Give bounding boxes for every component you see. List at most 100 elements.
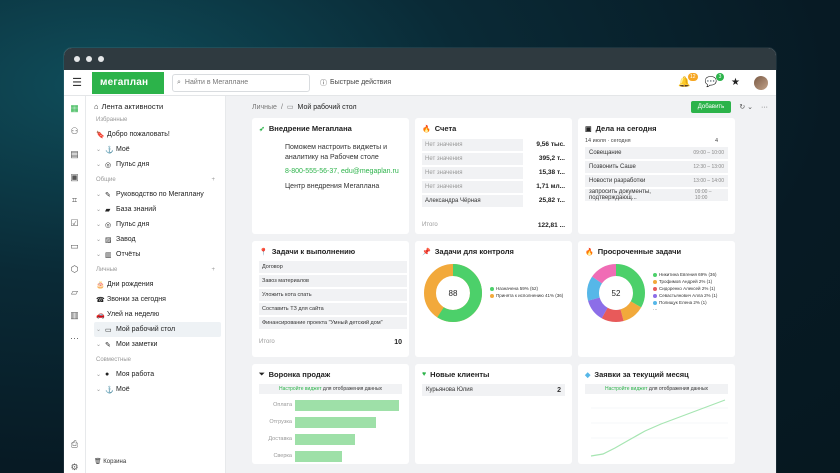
table-row[interactable]: Нет значения 15,38 т... — [422, 166, 565, 180]
chevron-down-icon[interactable]: ⌄ — [96, 192, 102, 198]
list-item[interactable]: Завоз материалов — [259, 275, 407, 287]
table-row[interactable]: Нет значения 9,56 тыс. — [422, 138, 565, 152]
pulse-icon: ◎ — [105, 161, 112, 169]
add-icon[interactable]: + — [211, 177, 215, 183]
breadcrumb-parent[interactable]: Личные — [252, 103, 277, 111]
menu-icon[interactable]: ☰ — [72, 77, 82, 89]
list-item[interactable]: Новости разработки 13:00 – 14:00 — [585, 175, 728, 187]
sidebar-item-mine[interactable]: ⌄ ⚓ Моё — [94, 142, 221, 157]
legend-label: Севастьянович Алла 2% (1) — [659, 293, 718, 298]
bell-icon[interactable]: 🔔 12 — [678, 73, 698, 88]
more-icon[interactable]: ··· — [761, 103, 768, 111]
sidebar-item-week[interactable]: 🚗 Улей на неделю — [94, 307, 221, 322]
tasks-icon[interactable]: ☑ — [70, 218, 79, 228]
list-item[interactable]: запросить документы, подтверждающ... 09:0… — [585, 189, 728, 201]
chevron-down-icon[interactable]: ⌄ — [96, 147, 102, 153]
activity-feed-link[interactable]: ⌂ Лента активности — [94, 102, 221, 111]
trash-link[interactable]: 🗑 Корзина — [94, 458, 126, 465]
sidebar-item-guide[interactable]: ⌄ ✎ Руководство по Мегаплану — [94, 187, 221, 202]
legend-swatch — [490, 293, 494, 298]
list-item[interactable]: Позвонить Саше 12:30 – 13:00 — [585, 161, 728, 173]
dashboard-icon[interactable]: ▦ — [70, 103, 79, 113]
window-dot[interactable] — [98, 56, 104, 62]
chevron-down-icon[interactable]: ⌄ — [96, 387, 102, 393]
donut-segment[interactable] — [587, 264, 645, 322]
sidebar-item-welcome[interactable]: 🔖 Добро пожаловать! — [94, 127, 221, 142]
sidebar-item-reports[interactable]: ⌄ ▥ Отчёты — [94, 247, 221, 262]
section-common: Общие + — [96, 177, 221, 183]
implementation-text: Поможем настроить виджеты и аналитику на… — [285, 144, 387, 161]
report-icon[interactable]: ▥ — [70, 310, 79, 320]
list-item[interactable]: Финансирование проекта "Умный детский до… — [259, 317, 407, 329]
list-item[interactable]: Совещание 09:00 – 10:00 — [585, 147, 728, 159]
box-icon[interactable]: ⬡ — [70, 264, 79, 274]
folder-icon[interactable]: ▱ — [71, 287, 78, 297]
table-row[interactable]: Нет значения 1,71 мл... — [422, 180, 565, 194]
implementation-contact-link[interactable]: 8-800-555-56-37, edu@megaplan.ru — [285, 168, 399, 175]
hint-text: для отображения данных — [322, 386, 383, 392]
add-icon[interactable]: + — [211, 267, 215, 273]
account-label: Нет значения — [422, 180, 523, 193]
search-input[interactable]: ⌕ Найти в Мегаплане — [172, 73, 310, 92]
cards-icon[interactable]: ▭ — [70, 241, 79, 251]
star-icon[interactable]: ★ — [731, 77, 740, 88]
calendar-icon: ▣ — [585, 125, 592, 133]
table-row[interactable]: Нет значения 395,2 т... — [422, 152, 565, 166]
list-item[interactable]: Договор — [259, 261, 407, 273]
table-row[interactable]: Александра Чёрная 25,82 т... — [422, 194, 565, 208]
gear-icon[interactable]: ⚙ — [70, 462, 79, 472]
chevron-down-icon[interactable]: ⌄ — [96, 222, 102, 228]
refresh-icon[interactable]: ↻ ⌄ — [739, 104, 753, 111]
configure-widget-link[interactable]: Настройте виджет — [278, 386, 322, 392]
sidebar-item-factory[interactable]: ⌄ ▨ Завод — [94, 232, 221, 247]
calendar-icon[interactable]: ▣ — [70, 172, 79, 182]
chevron-down-icon[interactable]: ⌄ — [96, 372, 102, 378]
sidebar-item-knowledge[interactable]: ⌄ ▰ База знаний — [94, 202, 221, 217]
donut-segment[interactable] — [587, 264, 645, 322]
sidebar-item-pulse-common[interactable]: ⌄ ◎ Пульс дня — [94, 217, 221, 232]
lock-icon[interactable]: ⎙ — [70, 439, 79, 449]
window-dot[interactable] — [86, 56, 92, 62]
sidebar-item-calls[interactable]: ☎ Звонки за сегодня — [94, 292, 221, 307]
chat-icon[interactable]: 💬 3 — [705, 73, 725, 88]
messages-badge: 3 — [716, 73, 725, 81]
chevron-down-icon[interactable]: ⌄ — [96, 162, 102, 168]
sidebar-item-mine-shared[interactable]: ⌄ ⚓ Моё — [94, 382, 221, 397]
window-dot[interactable] — [74, 56, 80, 62]
sidebar-item-my-work[interactable]: ⌄ ● Моя работа — [94, 367, 221, 382]
logo[interactable]: мегаплан — [92, 71, 164, 94]
widget-title: Воронка продаж — [268, 370, 331, 379]
overdue-donut-chart[interactable]: 52 — [585, 262, 647, 324]
control-donut-chart[interactable]: 88 — [422, 262, 484, 324]
chevron-down-icon[interactable]: ⌄ — [96, 342, 102, 348]
legend-more[interactable]: ··· — [653, 307, 658, 312]
avatar[interactable] — [754, 75, 768, 90]
configure-widget-link[interactable]: Настройте виджет — [604, 386, 648, 392]
widget-overdue: 🔥 Просроченные задачи 52 — [578, 241, 735, 357]
funnel-row: Сверка — [259, 449, 402, 463]
add-button[interactable]: Добавить — [690, 101, 732, 113]
list-item[interactable]: Составить ТЗ для сайта — [259, 303, 407, 315]
overdue-legend: Никитина Евгения 69% (36) Трофимов Андре… — [653, 272, 717, 314]
chevron-down-icon[interactable]: ⌄ — [96, 237, 102, 243]
list-item[interactable]: Курьянова Юлия 2 — [422, 384, 565, 396]
sidebar-item-notes[interactable]: ⌄ ✎ Мои заметки — [94, 337, 221, 352]
documents-icon[interactable]: ▤ — [70, 149, 79, 159]
window-titlebar — [64, 48, 776, 70]
list-item[interactable]: Уложить кота спать — [259, 289, 407, 301]
funnel-row: Оплата — [259, 398, 402, 412]
chevron-down-icon[interactable]: ⌄ — [96, 252, 102, 258]
section-personal: Личные + — [96, 267, 221, 273]
quick-actions-button[interactable]: ⓘ Быстрые действия — [320, 78, 391, 88]
sidebar-item-pulse[interactable]: ⌄ ◎ Пульс дня — [94, 157, 221, 172]
structure-icon[interactable]: ⌗ — [71, 195, 78, 205]
widget-tasks: 📍 Задачи к выполнению Договор Завоз матер… — [252, 241, 409, 357]
chevron-down-icon[interactable]: ⌄ — [96, 327, 102, 333]
sidebar-item-birthdays[interactable]: 🎂 Дни рождения — [94, 277, 221, 292]
contacts-icon[interactable]: ⚇ — [70, 126, 79, 136]
sidebar-item-my-desk[interactable]: ⌄ ▭ Мой рабочий стол — [94, 322, 221, 337]
donut-segment-assigned[interactable] — [424, 264, 482, 322]
donut-segment[interactable] — [587, 264, 645, 322]
chevron-down-icon[interactable]: ⌄ — [96, 207, 102, 213]
more-icon[interactable]: ··· — [70, 333, 79, 343]
